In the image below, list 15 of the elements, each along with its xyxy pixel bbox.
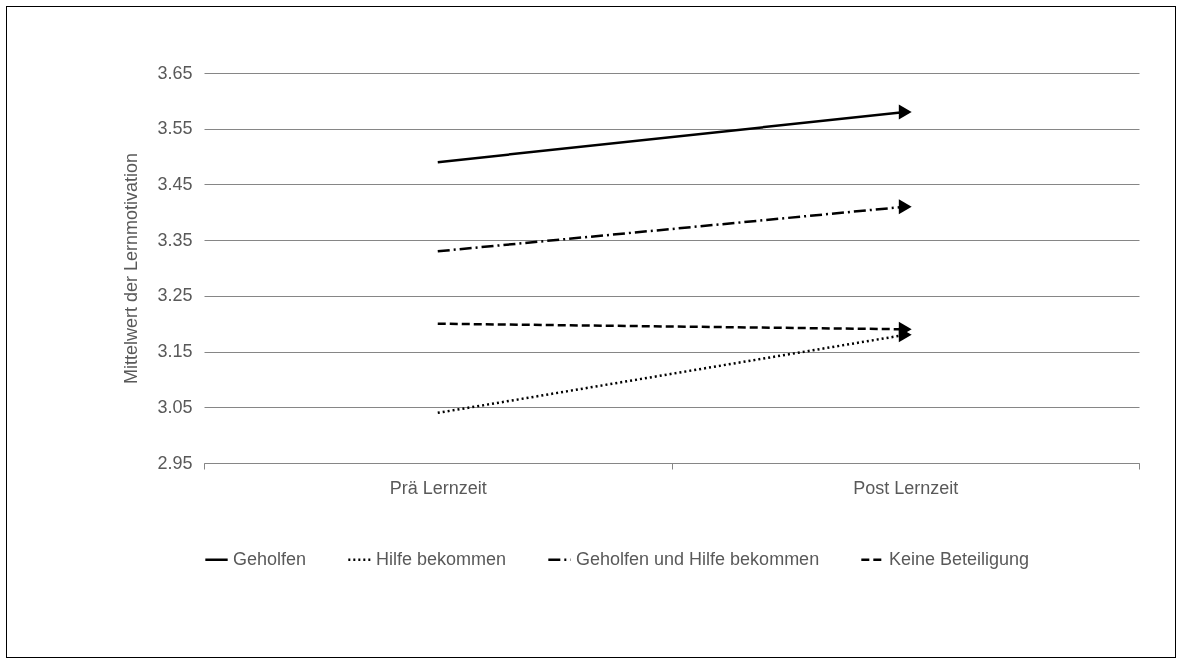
legend-label: Geholfen [233, 548, 307, 569]
y-axis-title: Mittelwert der Lernmotivation [121, 152, 142, 385]
x-tick-label: Prä Lernzeit [389, 477, 487, 498]
y-tick-label: 2.95 [157, 452, 193, 473]
y-tick-label: 3.65 [157, 62, 193, 83]
y-tick-label: 3.55 [157, 118, 193, 139]
legend-label: Geholfen und Hilfe bekommen [576, 548, 820, 569]
y-tick-label: 3.45 [157, 173, 193, 194]
y-tick-label: 3.35 [157, 229, 193, 250]
x-tick-label: Post Lernzeit [853, 477, 959, 498]
y-tick-label: 3.15 [157, 341, 193, 362]
y-tick-label: 3.25 [157, 285, 193, 306]
y-tick-label: 3.05 [157, 396, 193, 417]
legend-label: Keine Beteiligung [889, 548, 1030, 569]
legend-label: Hilfe bekommen [376, 548, 507, 569]
